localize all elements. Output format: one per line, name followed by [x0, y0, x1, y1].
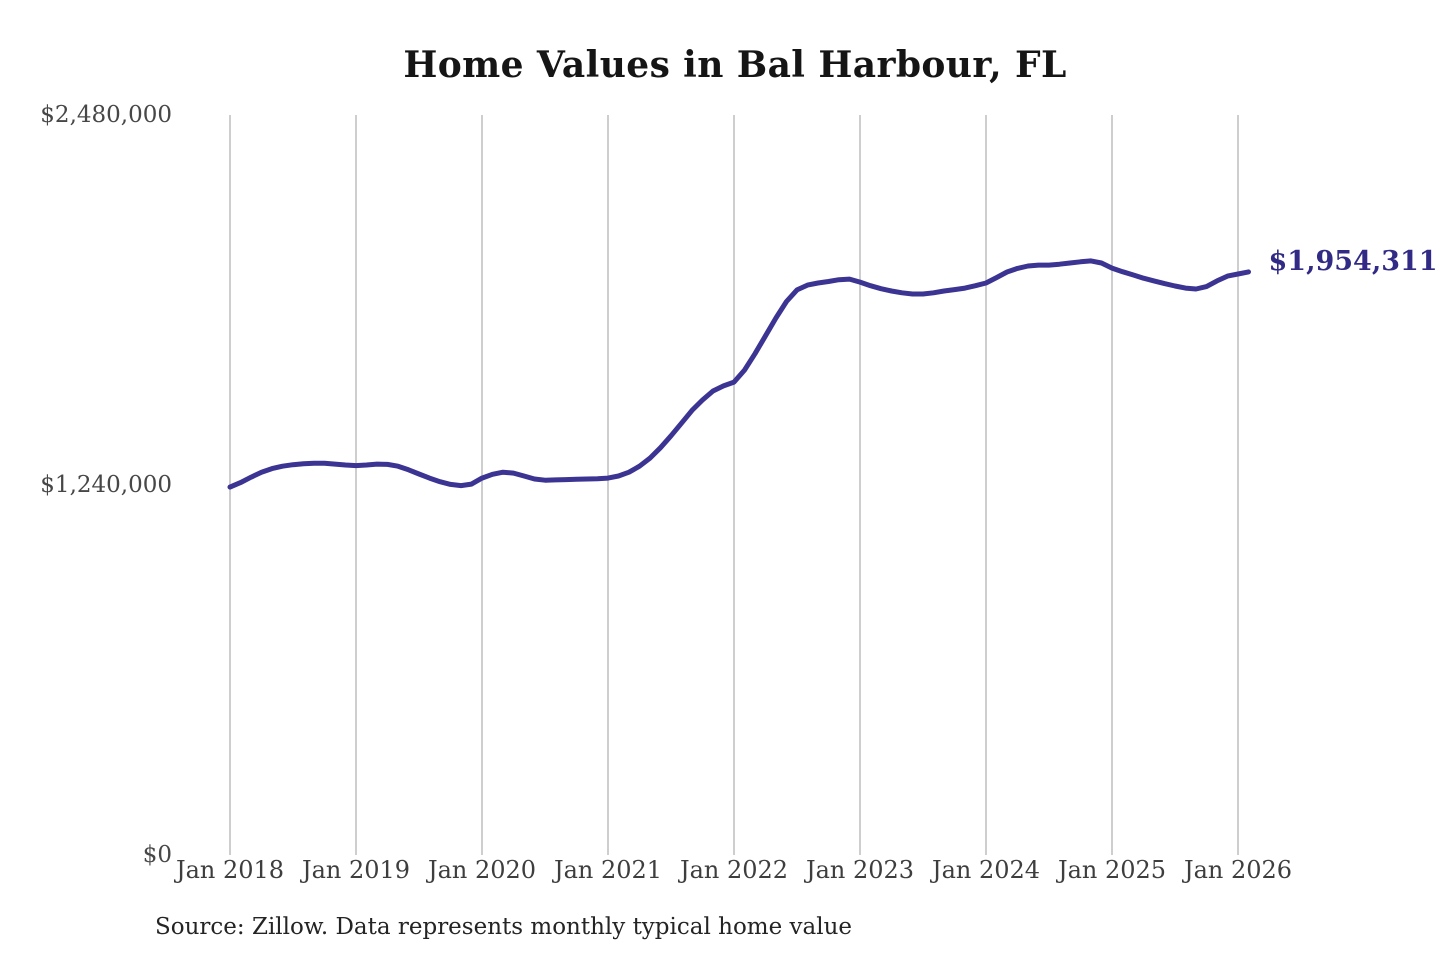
x-axis: Jan 2018 Jan 2019 Jan 2020 Jan 2021 Jan 2022… — [0, 856, 1440, 888]
latest-value-label: $1,954,311 — [1268, 245, 1438, 277]
x-tick-label: Jan 2018 — [175, 856, 285, 884]
x-tick-label: Jan 2025 — [1057, 856, 1167, 884]
source-note: Source: Zillow. Data represents monthly … — [155, 914, 853, 940]
x-tick-label: Jan 2021 — [553, 856, 663, 884]
y-tick-label: $2,480,000 — [40, 102, 172, 128]
x-tick-label: Jan 2019 — [301, 856, 411, 884]
x-tick-label: Jan 2026 — [1183, 856, 1293, 884]
x-tick-label: Jan 2022 — [679, 856, 789, 884]
y-tick-label: $1,240,000 — [40, 472, 172, 498]
home-value-line — [227, 258, 1251, 490]
x-tick-label: Jan 2020 — [427, 856, 537, 884]
y-axis: $0 $1,240,000 $2,480,000 — [0, 0, 172, 960]
y-tick-label: $0 — [142, 842, 172, 868]
chart-title: Home Values in Bal Harbour, FL — [403, 44, 1067, 86]
x-tick-label: Jan 2024 — [931, 856, 1041, 884]
x-tick-label: Jan 2023 — [805, 856, 915, 884]
